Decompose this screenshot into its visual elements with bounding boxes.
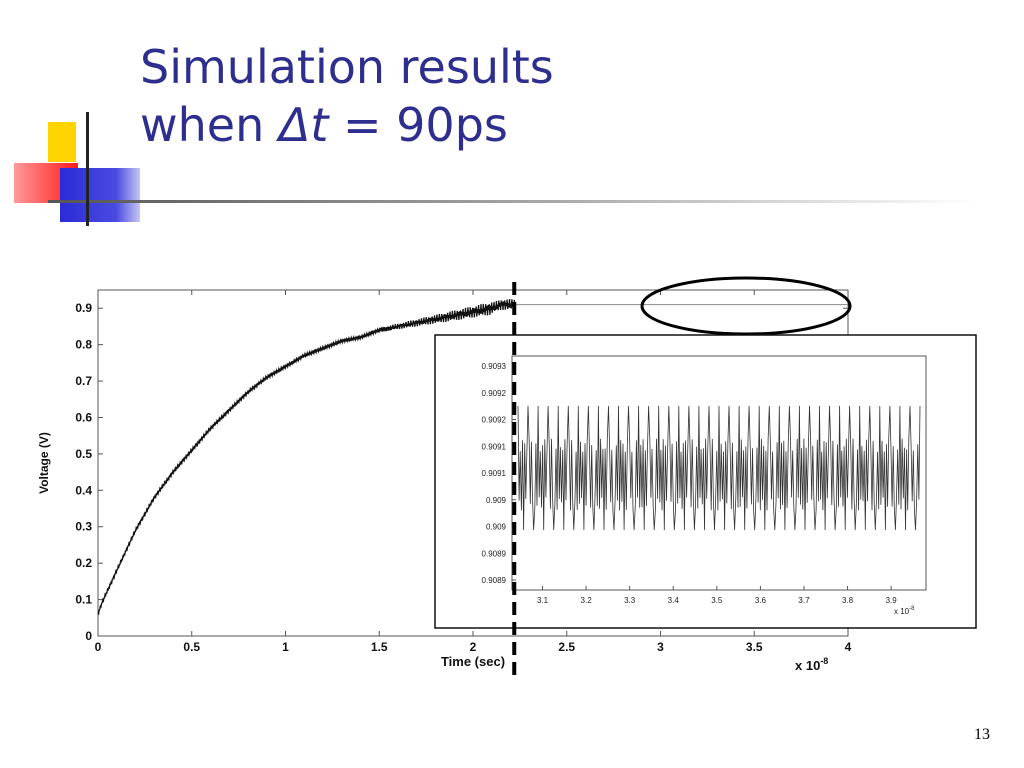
- inset-multiplier-base: x 10: [894, 607, 910, 616]
- inset-x-tick-label: 3.8: [842, 596, 854, 605]
- title-underline-rule: [48, 200, 978, 203]
- x-tick-label: 0: [95, 640, 102, 654]
- inset-x-tick-label: 3.3: [624, 596, 636, 605]
- x-multiplier-base: x 10: [795, 658, 820, 673]
- main-voltage-series: [97, 299, 515, 616]
- title-when: when: [140, 98, 279, 152]
- inset-x-tick-label: 3.4: [668, 596, 680, 605]
- x-tick-label: 3.5: [746, 640, 763, 654]
- blue-square: [60, 168, 140, 222]
- ornament-vertical-line: [86, 112, 89, 226]
- inset-y-tick-label: 0.9089: [482, 549, 507, 558]
- x-axis-multiplier: x 10-8: [795, 656, 828, 673]
- title-value: = 90ps: [328, 98, 508, 152]
- slide-number: 13: [974, 726, 990, 743]
- y-tick-label: 0.8: [75, 338, 92, 352]
- inset-y-tick-label: 0.909: [486, 496, 507, 505]
- inset-y-tick-label: 0.9092: [482, 416, 507, 425]
- x-tick-label: 1.5: [371, 640, 388, 654]
- inset-oscillation-series: [517, 405, 921, 531]
- x-tick-label: 0.5: [183, 640, 200, 654]
- inset-x-tick-label: 3.1: [537, 596, 549, 605]
- x-multiplier-exponent: -8: [820, 656, 828, 666]
- x-tick-label: 3: [657, 640, 664, 654]
- inset-y-tick-label: 0.9092: [482, 389, 507, 398]
- inset-y-tick-label: 0.9089: [482, 576, 507, 585]
- inset-multiplier-exponent: -8: [909, 606, 915, 612]
- inset-y-tick-label: 0.9091: [482, 442, 507, 451]
- inset-x-tick-label: 3.7: [798, 596, 810, 605]
- inset-y-tick-label: 0.909: [486, 523, 507, 532]
- yellow-square: [48, 122, 76, 162]
- slide-title: Simulation results when Δt = 90ps: [140, 38, 554, 154]
- steady-state-highlight-ellipse: [640, 276, 852, 336]
- y-tick-label: 0.1: [75, 593, 92, 607]
- inset-x-tick-label: 3.2: [581, 596, 593, 605]
- inset-x-tick-label: 3.5: [711, 596, 723, 605]
- inset-x-tick-label: 3.9: [886, 596, 898, 605]
- inset-y-tick-label: 0.9093: [482, 362, 507, 371]
- x-axis-label: Time (sec): [441, 654, 505, 669]
- y-tick-label: 0.4: [75, 483, 92, 497]
- y-tick-label: 0.6: [75, 410, 92, 424]
- inset-x-multiplier: x 10-8: [894, 606, 915, 616]
- y-axis-label: Voltage (V): [37, 432, 51, 494]
- x-tick-label: 4: [845, 640, 852, 654]
- y-tick-label: 0.2: [75, 556, 92, 570]
- delta-t-symbol: Δt: [278, 98, 329, 152]
- inset-x-tick-label: 3.6: [755, 596, 767, 605]
- title-line-1: Simulation results: [140, 40, 554, 94]
- x-tick-label: 1: [282, 640, 289, 654]
- x-tick-label: 2: [470, 640, 477, 654]
- x-tick-label: 2.5: [558, 640, 575, 654]
- y-tick-label: 0.5: [75, 447, 92, 461]
- y-tick-label: 0.3: [75, 520, 92, 534]
- inset-y-tick-label: 0.9091: [482, 469, 507, 478]
- y-tick-label: 0: [85, 629, 92, 643]
- y-tick-label: 0.9: [75, 301, 92, 315]
- y-tick-label: 0.7: [75, 374, 92, 388]
